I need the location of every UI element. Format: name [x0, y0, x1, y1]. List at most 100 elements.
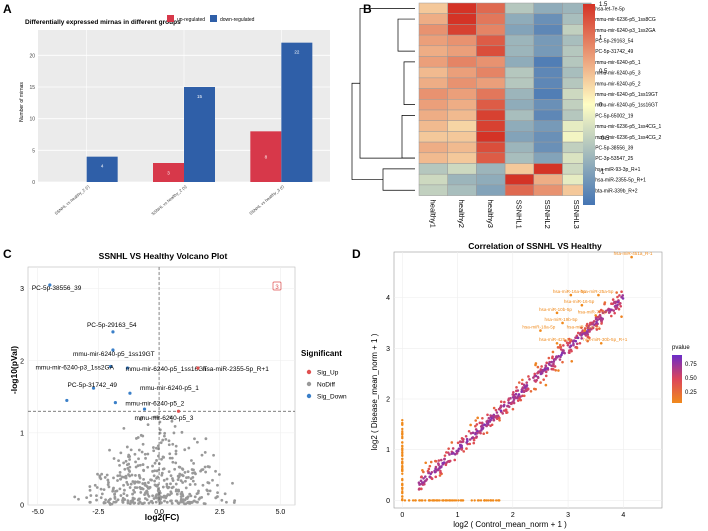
point: [438, 466, 441, 470]
legend-label: Sig_Up: [317, 370, 339, 377]
point-nodiff: [162, 434, 166, 438]
point-nodiff: [197, 497, 201, 501]
y-tick-label: 0: [32, 180, 35, 186]
heatmap-cell: [447, 99, 477, 111]
heatmap-cell: [447, 120, 477, 132]
point-nodiff: [180, 473, 184, 477]
colorbar-tick-label: 0: [599, 103, 603, 109]
point-nodiff: [89, 494, 93, 497]
point: [552, 362, 555, 366]
point-nodiff: [163, 499, 166, 503]
heatmap-cell: [533, 77, 563, 89]
point: [469, 431, 473, 435]
point: [475, 435, 478, 438]
panel-a-title: Differentially expressed mirnas in diffe…: [25, 19, 181, 26]
colorbar-tick-label: -0.5: [599, 136, 610, 142]
point: [599, 316, 603, 320]
annotation-label: hsa-miR-16a-5p: [553, 289, 586, 294]
heatmap-cell: [418, 88, 448, 100]
point: [565, 341, 569, 345]
point: [539, 381, 542, 384]
point: [520, 390, 523, 394]
annotation-label: hsa-miR-451a_R-1: [614, 251, 653, 256]
point-nodiff: [164, 438, 168, 441]
point-nodiff: [196, 500, 199, 504]
panel-d-background: [393, 251, 663, 509]
point-nodiff: [165, 482, 169, 486]
heatmap-cell: [504, 56, 535, 68]
point-nodiff: [144, 456, 147, 460]
point: [488, 420, 492, 423]
dendrogram-branch: [401, 115, 415, 159]
panel-a-bar-chart: Differentially expressed mirnas in diffe…: [19, 15, 330, 216]
point: [439, 471, 442, 475]
dendrogram-branch: [403, 61, 415, 105]
point: [597, 315, 600, 319]
annotated-point: [555, 311, 559, 315]
legend-down-label: down-regulated: [220, 17, 255, 23]
point: [525, 381, 529, 384]
point: [603, 302, 606, 306]
point: [439, 458, 443, 462]
point-nodiff: [161, 485, 165, 489]
point-nodiff: [107, 481, 110, 484]
point: [598, 310, 601, 314]
point-axis-zero: [401, 447, 404, 450]
heatmap-cell: [504, 88, 535, 100]
point-nodiff: [128, 486, 132, 489]
point: [551, 350, 555, 354]
point-nodiff: [167, 439, 171, 443]
point-axis-zero: [401, 477, 404, 481]
point-nodiff: [175, 492, 179, 496]
point: [487, 416, 491, 420]
point-nodiff: [133, 490, 136, 494]
point: [495, 411, 499, 414]
point-nodiff: [216, 495, 219, 498]
heatmap-cell: [418, 2, 448, 14]
point: [507, 397, 511, 401]
bar-up-value-label: 3: [167, 171, 170, 176]
bar-up-value-label: 8: [265, 155, 268, 160]
bar-up: [250, 131, 282, 182]
point: [592, 320, 596, 323]
x-tick-label: 1: [456, 512, 460, 519]
annotated-point: [539, 329, 542, 332]
point-nodiff: [152, 415, 156, 419]
heatmap-cell: [504, 34, 535, 47]
point: [429, 460, 433, 464]
colorbar-tick-label: 1: [599, 36, 603, 42]
point: [480, 421, 484, 425]
point: [417, 481, 421, 485]
colorbar-tick-label: -1: [599, 170, 605, 176]
point-nodiff: [165, 485, 169, 488]
point-nodiff: [204, 437, 208, 441]
point-nodiff: [152, 474, 156, 478]
point-nodiff: [133, 452, 137, 456]
point-nodiff: [172, 431, 176, 435]
annotation-label: hsa-miR-16-5p: [564, 299, 595, 304]
point-nodiff: [146, 465, 150, 469]
point-nodiff: [197, 489, 200, 493]
point: [563, 351, 566, 355]
point: [539, 372, 543, 376]
legend-marker: [306, 393, 312, 399]
point: [554, 368, 557, 372]
point: [455, 449, 459, 453]
point-nodiff: [189, 500, 193, 504]
point: [474, 424, 477, 428]
point-nodiff: [126, 483, 130, 486]
point-nodiff: [100, 472, 104, 476]
heatmap-cell: [476, 24, 506, 36]
point: [544, 374, 548, 378]
point-nodiff: [144, 491, 147, 495]
point: [533, 372, 537, 376]
point-nodiff: [183, 448, 187, 452]
point: [564, 339, 567, 342]
panel-a-plot-area: 0 5 10 15 20 4 SSNHL vs healthy_2 (r) 3 15 SSNHL …: [29, 30, 330, 216]
point: [552, 360, 556, 363]
point-label: mmu-mir-6240-p5_3: [135, 415, 194, 422]
point: [554, 358, 557, 361]
point-axis-zero: [477, 499, 481, 502]
point-nodiff: [206, 465, 210, 468]
point: [559, 348, 563, 351]
